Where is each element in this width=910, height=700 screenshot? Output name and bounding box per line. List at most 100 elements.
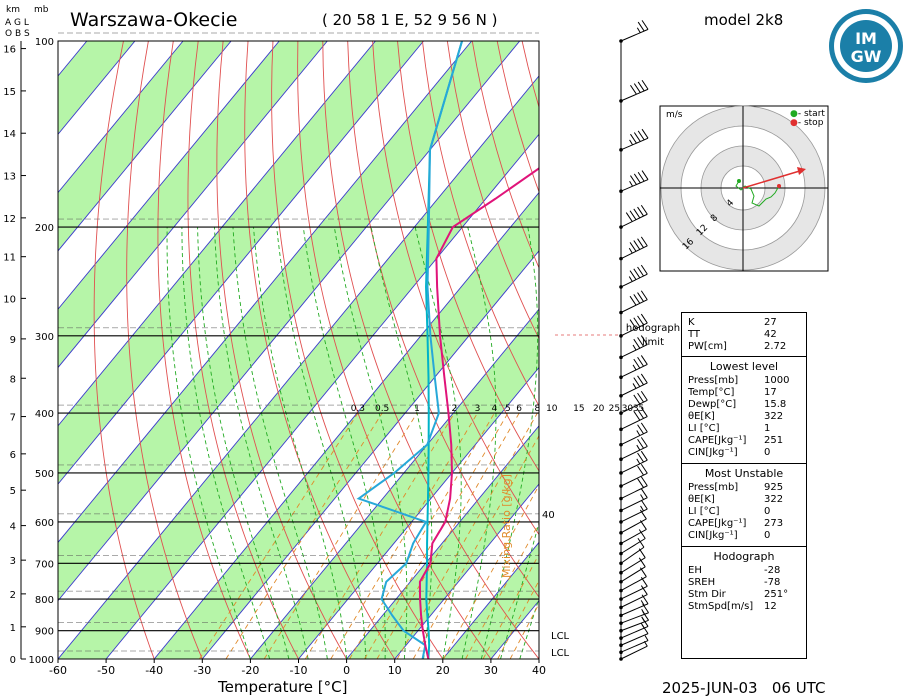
temp-tick-label: -20 xyxy=(241,664,259,677)
wind-barb xyxy=(620,363,648,378)
index-row-tt: TT 42 xyxy=(688,329,777,340)
mixing-ratio-label: 15 xyxy=(573,404,584,414)
wind-barb xyxy=(620,497,648,511)
barb-flag xyxy=(637,452,644,463)
pressure-tick-label: 600 xyxy=(35,518,54,529)
barb-flag xyxy=(640,391,648,401)
lowest-level-title: Lowest level xyxy=(709,360,779,373)
wind-barb xyxy=(620,625,649,639)
wind-barb xyxy=(620,273,648,288)
index-row: CIN[Jkg⁻¹] 0 xyxy=(688,530,771,541)
indices-panel: K 27 TT 42 PW[cm] 2.72 Lowest level Press[m… xyxy=(681,312,807,659)
height-tick-label: 1 xyxy=(10,623,16,634)
mixing-ratio-label: 6 xyxy=(516,404,522,414)
temp-tick-label: 30 xyxy=(484,664,498,677)
index-row: LI [°C] 0 xyxy=(688,506,771,517)
wind-barb xyxy=(620,28,649,42)
mixing-ratio-line xyxy=(364,412,509,659)
wind-barb xyxy=(620,382,648,397)
barb-flag xyxy=(633,173,641,184)
barb-flag xyxy=(640,476,648,487)
height-tick-label: 3 xyxy=(10,556,16,567)
barb-flag xyxy=(640,355,648,365)
mixing-ratio-labels: 0.3 0.5 1 2 3 4 5 6 8 10 15 20 25 30 35 xyxy=(351,404,645,414)
index-row: SREH -78 xyxy=(688,577,781,588)
mixing-ratio-line xyxy=(304,412,455,659)
most-unstable-title: Most Unstable xyxy=(704,467,784,480)
wind-barb xyxy=(620,416,648,430)
dry-adiabat xyxy=(157,41,251,659)
temp-tick-label: 20 xyxy=(436,664,450,677)
mixing-ratio-line xyxy=(225,412,383,659)
height-tick-label: 14 xyxy=(3,129,16,140)
barb-flag xyxy=(637,238,644,248)
axis-ticks: -60 -50 -40 -30 -20 -10 0 10 20 30 401002003004005… xyxy=(3,37,546,677)
barb-flag xyxy=(629,242,637,252)
wind-barb-column xyxy=(555,20,649,661)
moist-adiabat xyxy=(276,226,367,659)
km-label: km xyxy=(6,5,20,15)
moist-adiabat xyxy=(461,226,497,659)
barb-flag xyxy=(637,409,644,419)
isotherm xyxy=(58,75,539,659)
index-row: CAPE[Jkg⁻¹] 273 xyxy=(688,518,784,529)
wind-barb xyxy=(620,344,648,358)
logo-center xyxy=(840,20,892,72)
moist-adiabat xyxy=(414,226,462,659)
mixing-ratio-line xyxy=(442,484,539,659)
mixing-ratio-line xyxy=(412,434,539,659)
wind-barb xyxy=(620,445,648,460)
logo-text-top: IM xyxy=(855,29,877,48)
agl-label: A G L xyxy=(5,18,29,28)
barb-flag xyxy=(629,270,637,280)
index-row-k: K 27 xyxy=(688,317,777,328)
isotherm xyxy=(394,483,539,659)
barb-half-flag xyxy=(640,600,645,606)
barb-point xyxy=(619,442,623,447)
height-tick-label: 7 xyxy=(10,413,16,424)
temp-tick-label: -10 xyxy=(290,664,308,677)
dry-adiabat xyxy=(421,41,539,407)
barb-flag xyxy=(633,132,641,142)
wind-barb xyxy=(620,88,649,102)
wind-barb xyxy=(620,566,646,583)
mixing-ratio-label: 25 xyxy=(609,404,620,414)
temp-tick-label: -60 xyxy=(49,664,67,677)
index-row: StmSpd[m/s] 12 xyxy=(688,601,777,612)
pressure-tick-label: 500 xyxy=(35,469,54,480)
height-tick-label: 0 xyxy=(10,655,16,666)
pressure-tick-label: 700 xyxy=(35,559,54,570)
barb-flag xyxy=(638,529,646,539)
wind-barb xyxy=(620,472,648,487)
mixing-ratio-line xyxy=(482,553,539,659)
barb-half-flag xyxy=(629,139,634,146)
barb-flag xyxy=(637,81,645,92)
isotherm xyxy=(105,133,539,659)
barb-flag xyxy=(637,266,644,277)
mixing-ratio-label: 30 xyxy=(622,404,634,414)
barb-flag xyxy=(637,171,645,182)
wind-barb xyxy=(620,399,648,414)
barb-flag xyxy=(630,84,637,95)
mixing-ratio-lines xyxy=(199,412,539,659)
moist-adiabat xyxy=(333,226,408,659)
pressure-tick-label: 1000 xyxy=(29,655,54,666)
obs-label: O B S xyxy=(5,29,30,39)
barb-flag xyxy=(640,373,648,384)
wind-barb xyxy=(620,508,648,523)
dry-adiabat xyxy=(126,41,203,659)
height-tick-label: 2 xyxy=(10,590,16,601)
barb-flag xyxy=(640,450,648,461)
mixing-ratio-label: 8 xyxy=(534,404,540,414)
mixing-ratio-label: 5 xyxy=(505,404,511,414)
wind-barb xyxy=(620,538,646,554)
height-tick-label: 16 xyxy=(3,45,16,56)
barb-half-flag xyxy=(641,608,646,615)
temp-tick-label: 40 xyxy=(532,664,546,677)
mixing-ratio-line xyxy=(465,522,539,659)
temp-tick-label: 10 xyxy=(388,664,402,677)
dry-adiabat xyxy=(347,41,539,598)
barb-flag xyxy=(640,236,648,247)
hodograph-ring-label: 8 xyxy=(709,213,720,224)
isotherm xyxy=(153,191,539,659)
